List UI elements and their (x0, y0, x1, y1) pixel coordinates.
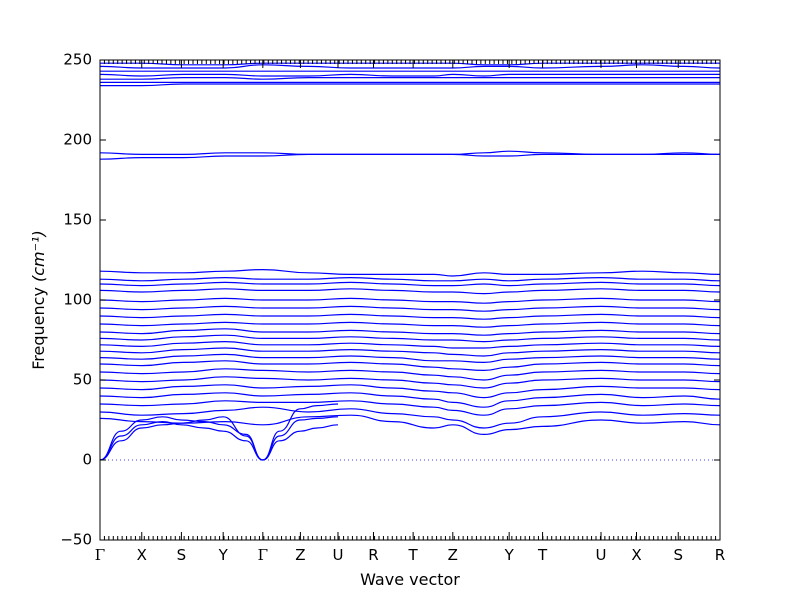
x-tick-label: S (177, 546, 187, 564)
x-tick-label: T (408, 546, 419, 564)
x-tick-label: R (715, 546, 725, 564)
band-line-16 (99, 347, 721, 357)
band-line-17 (99, 340, 721, 349)
band-line-33 (99, 73, 720, 77)
band-line-21 (99, 313, 721, 320)
x-axis-label: Wave vector (360, 570, 460, 589)
x-tick-label: S (673, 546, 683, 564)
y-axis-label-unit: (cm⁻¹) (29, 230, 48, 282)
y-axis-ticks: −50 0 50 100 150 200 250 (60, 51, 720, 549)
y-tick-label: 100 (63, 291, 92, 309)
band-line-30 (100, 83, 720, 87)
band-line-8 (99, 406, 721, 429)
band-line-12 (99, 376, 721, 389)
x-tick-label: Y (504, 546, 515, 564)
band-line-26 (99, 276, 721, 282)
band-line-29 (99, 150, 721, 156)
band-line-5 (262, 416, 339, 461)
x-tick-label: X (631, 546, 641, 564)
band-line-9 (99, 400, 721, 416)
band-line-25 (99, 281, 721, 287)
band-line-23 (99, 297, 721, 304)
x-tick-label: Y (218, 546, 229, 564)
y-tick-label: 150 (63, 211, 92, 229)
band-line-32 (100, 77, 720, 80)
band-line-24 (99, 288, 721, 295)
x-tick-label: Γ (95, 546, 105, 564)
y-axis-label: Frequency (cm⁻¹) (29, 230, 48, 369)
band-line-35 (99, 64, 721, 69)
band-line-27 (99, 268, 721, 277)
y-tick-label: 50 (73, 371, 92, 389)
y-tick-label: 250 (63, 51, 92, 69)
x-tick-label: U (332, 546, 343, 564)
band-line-7 (99, 414, 721, 436)
y-tick-label: 0 (82, 451, 92, 469)
band-lines (99, 62, 721, 461)
band-line-14 (99, 360, 721, 372)
band-line-13 (99, 368, 721, 381)
band-line-11 (99, 384, 721, 399)
x-tick-label: U (596, 546, 607, 564)
band-line-19 (99, 328, 721, 336)
x-tick-label: Z (295, 546, 305, 564)
band-line-36 (100, 62, 720, 66)
x-tick-label: Z (448, 546, 458, 564)
y-tick-label: 200 (63, 131, 92, 149)
x-tick-label: Γ (258, 546, 268, 564)
band-line-6 (262, 403, 339, 461)
band-line-10 (99, 392, 721, 408)
band-line-18 (99, 334, 721, 343)
x-tick-label: X (137, 546, 147, 564)
band-line-4 (262, 424, 339, 461)
x-tick-label: R (368, 546, 378, 564)
band-line-28 (99, 153, 721, 160)
band-line-20 (99, 321, 721, 328)
band-line-15 (99, 353, 721, 364)
y-axis-label-text: Frequency (29, 287, 48, 370)
band-line-1 (99, 420, 263, 461)
y-tick-label: −50 (60, 531, 92, 549)
x-tick-label: T (537, 546, 548, 564)
band-line-22 (99, 305, 721, 312)
